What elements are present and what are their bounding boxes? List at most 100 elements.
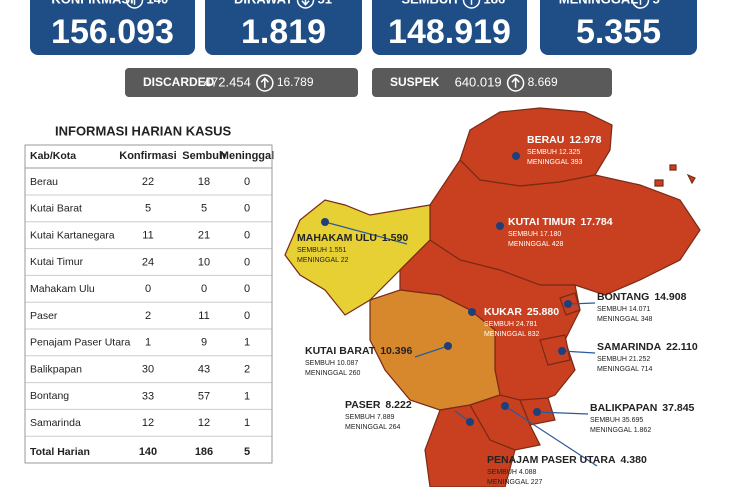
table-cell: 43 [198, 364, 210, 376]
region-dot [444, 342, 452, 350]
table-cell: 0 [244, 203, 250, 215]
stat-label: MENINGGAL [559, 0, 639, 6]
region-recovered: SEMBUH 14.071 [597, 306, 650, 313]
trend-icon [506, 74, 525, 92]
region-berau [459, 107, 613, 187]
trend-icon [296, 0, 315, 9]
region-name: BONTANG 14.908 [597, 291, 687, 303]
region-dot [501, 402, 509, 410]
region-name: KUTAI BARAT 10.396 [305, 345, 412, 357]
table-cell: 5 [244, 446, 250, 458]
region-deaths: MENINGGAL 260 [305, 370, 360, 377]
trend-arrow [639, 0, 642, 5]
stat-label: SEMBUH [401, 0, 457, 6]
region-name: BERAU 12.978 [527, 134, 602, 146]
table-cell: 30 [142, 364, 154, 376]
region-deaths: MENINGGAL 714 [597, 366, 652, 373]
secondary-box [372, 68, 612, 97]
stat-value: 1.819 [241, 13, 326, 51]
region-total: 22.110 [666, 341, 698, 353]
table-cell: 0 [244, 176, 250, 188]
region-name-text: BERAU [527, 134, 564, 146]
table-cell: 12 [142, 417, 154, 429]
table-cell: 0 [244, 256, 250, 268]
region-name-text: BALIKPAPAN [590, 402, 657, 414]
trend-arrow [470, 0, 473, 5]
region-dot [512, 152, 520, 160]
region-total: 37.845 [662, 402, 694, 414]
table-cell: 0 [145, 283, 151, 295]
table-cell: 11 [198, 310, 209, 322]
table-cell: 33 [142, 390, 154, 402]
region-total: 10.396 [380, 345, 412, 357]
region-recovered: SEMBUH 35.695 [590, 417, 643, 424]
region-name-text: KUKAR [484, 306, 522, 318]
table-cell: 22 [142, 176, 154, 188]
region-recovered: SEMBUH 1.551 [297, 247, 347, 254]
table-cell: Kab/Kota [30, 150, 76, 162]
stat-box [540, 0, 697, 55]
region-dot [321, 218, 329, 226]
trend-arrow [260, 77, 269, 88]
region-deaths: MENINGGAL 393 [527, 159, 582, 166]
region-name: PENAJAM PASER UTARA 4.380 [487, 454, 647, 466]
stat-change: 51 [318, 0, 332, 6]
stat-change: 5 [653, 0, 660, 6]
table-cell: 5 [145, 203, 151, 215]
secondary-change: 16.789 [277, 75, 314, 89]
table-cell: 9 [201, 337, 207, 349]
region-name: KUTAI TIMUR 17.784 [508, 216, 613, 228]
table-cell: Meninggal [220, 150, 274, 162]
table-cell: 1 [244, 417, 250, 429]
region-recovered: SEMBUH 12.325 [527, 149, 580, 156]
region-name: BALIKPAPAN 37.845 [590, 402, 695, 414]
table-cell: 2 [145, 310, 151, 322]
region-total: 1.590 [382, 232, 408, 244]
secondary-value: 472.454 [204, 74, 251, 89]
table-cell: 140 [139, 446, 157, 458]
table-cell: 18 [198, 176, 210, 188]
table-cell: 10 [198, 256, 210, 268]
region-paser [424, 404, 516, 487]
leader-line [561, 350, 596, 354]
leader-line [414, 345, 449, 358]
table-cell: 1 [244, 390, 250, 402]
region-total: 4.380 [621, 454, 647, 466]
table-cell: 0 [244, 310, 250, 322]
region-dot [468, 308, 476, 316]
region-total: 25.880 [527, 306, 559, 318]
table-cell: Sembuh [182, 150, 226, 162]
table-cell: Kutai Barat [30, 203, 82, 215]
trend-arrow [133, 0, 136, 5]
region-name: MAHAKAM ULU 1.590 [297, 232, 408, 244]
secondary-label: DISCARDED [143, 75, 215, 89]
region-deaths: MENINGGAL 22 [297, 257, 349, 264]
region-name-text: KUTAI BARAT [305, 345, 376, 357]
stat-value: 148.919 [388, 13, 511, 51]
region-recovered: SEMBUH 4.088 [487, 469, 537, 476]
secondary-box [125, 68, 358, 97]
region-name-text: PENAJAM PASER UTARA [487, 454, 616, 466]
region-recovered: SEMBUH 7.889 [345, 414, 395, 421]
region-deaths: MENINGGAL 832 [484, 331, 539, 338]
table-cell: 12 [198, 417, 210, 429]
trend-icon [462, 0, 481, 9]
table-cell: 11 [142, 230, 153, 242]
region-recovered: SEMBUH 21.252 [597, 356, 650, 363]
islands [654, 164, 696, 187]
region-deaths: MENINGGAL 1.862 [590, 427, 651, 434]
leader-line [567, 302, 596, 305]
region-name: PASER 8.222 [345, 399, 412, 411]
region-name: KUKAR 25.880 [484, 306, 559, 318]
region-dot [496, 222, 504, 230]
leader-line [536, 411, 589, 415]
table-cell: 2 [244, 364, 250, 376]
table-cell: 57 [198, 390, 210, 402]
stat-value: 5.355 [576, 13, 661, 51]
stat-label: DIRAWAT [234, 0, 293, 6]
table-cell: Bontang [30, 390, 69, 402]
region-deaths: MENINGGAL 264 [345, 424, 400, 431]
trend-arrow [511, 77, 520, 88]
table-cell: 21 [198, 230, 210, 242]
